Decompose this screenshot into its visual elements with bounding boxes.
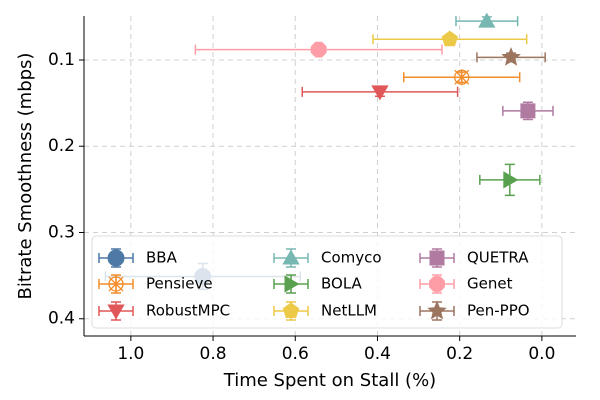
marker <box>503 171 519 189</box>
marker <box>453 69 470 86</box>
legend-label: Pen-PPO <box>467 302 530 320</box>
legend-label: BOLA <box>321 275 363 293</box>
legend: BBA Pensieve RobustMPC Comyco BOLA NetLLM QUET… <box>91 235 563 329</box>
x-tick-label: 0.4 <box>364 344 391 364</box>
marker-cross <box>108 276 124 292</box>
x-tick-label: 0.2 <box>446 344 473 364</box>
legend-label: Genet <box>467 275 513 293</box>
marker <box>108 276 124 292</box>
marker <box>427 300 447 320</box>
marker <box>429 250 445 266</box>
marker <box>441 30 459 47</box>
y-tick-label: 0.2 <box>48 136 75 156</box>
marker <box>429 276 445 292</box>
marker <box>282 249 300 265</box>
y-tick-label: 0.1 <box>48 50 75 70</box>
marker <box>478 12 496 28</box>
legend-label: NetLLM <box>321 302 377 320</box>
legend-label: QUETRA <box>467 249 529 267</box>
x-axis-label: Time Spent on Stall (%) <box>223 370 436 391</box>
x-tick-label: 0.6 <box>282 344 309 364</box>
marker <box>371 85 389 101</box>
marker <box>310 41 327 58</box>
marker <box>501 47 521 66</box>
marker <box>284 275 300 293</box>
y-tick-label: 0.4 <box>48 309 75 329</box>
x-tick-label: 1.0 <box>117 344 144 364</box>
marker <box>520 103 536 119</box>
legend-label: Pensieve <box>146 275 213 293</box>
marker <box>282 302 300 318</box>
legend-label: BBA <box>146 249 178 267</box>
marker <box>107 304 125 320</box>
y-axis-label: Bitrate Smoothness (mbps) <box>15 53 36 300</box>
marker <box>107 249 125 267</box>
legend-label: RobustMPC <box>146 302 230 320</box>
x-tick-label: 0.0 <box>528 344 555 364</box>
legend-label: Comyco <box>321 249 382 267</box>
y-tick-label: 0.3 <box>48 222 75 242</box>
marker-cross <box>453 69 470 86</box>
x-tick-label: 0.8 <box>200 344 227 364</box>
